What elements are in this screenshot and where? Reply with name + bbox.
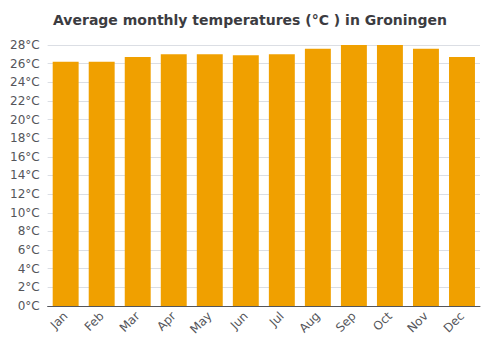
svg-text:20°C: 20°C <box>10 113 40 127</box>
svg-text:Aug: Aug <box>296 309 322 335</box>
svg-text:Jul: Jul <box>266 309 287 330</box>
svg-text:Apr: Apr <box>154 309 179 334</box>
svg-text:Oct: Oct <box>370 309 395 334</box>
svg-text:Average monthly temperatures (: Average monthly temperatures (°C ) in Gr… <box>53 12 447 28</box>
svg-text:Dec: Dec <box>441 309 467 335</box>
svg-text:Jan: Jan <box>47 309 71 333</box>
svg-text:May: May <box>187 309 214 336</box>
svg-text:8°C: 8°C <box>18 224 40 238</box>
svg-text:Nov: Nov <box>404 309 430 335</box>
svg-text:Feb: Feb <box>82 309 107 334</box>
svg-text:Mar: Mar <box>117 309 143 335</box>
svg-text:14°C: 14°C <box>10 168 40 182</box>
svg-text:4°C: 4°C <box>18 262 40 276</box>
svg-text:12°C: 12°C <box>10 187 40 201</box>
svg-text:2°C: 2°C <box>18 280 40 294</box>
svg-text:16°C: 16°C <box>10 150 40 164</box>
svg-text:26°C: 26°C <box>10 57 40 71</box>
svg-text:24°C: 24°C <box>10 75 40 89</box>
svg-text:Jun: Jun <box>227 309 251 333</box>
svg-text:22°C: 22°C <box>10 94 40 108</box>
svg-text:18°C: 18°C <box>10 131 40 145</box>
svg-text:10°C: 10°C <box>10 206 40 220</box>
svg-text:0°C: 0°C <box>18 299 40 313</box>
svg-text:6°C: 6°C <box>18 243 40 257</box>
svg-text:Sep: Sep <box>333 309 359 335</box>
svg-text:28°C: 28°C <box>10 38 40 52</box>
